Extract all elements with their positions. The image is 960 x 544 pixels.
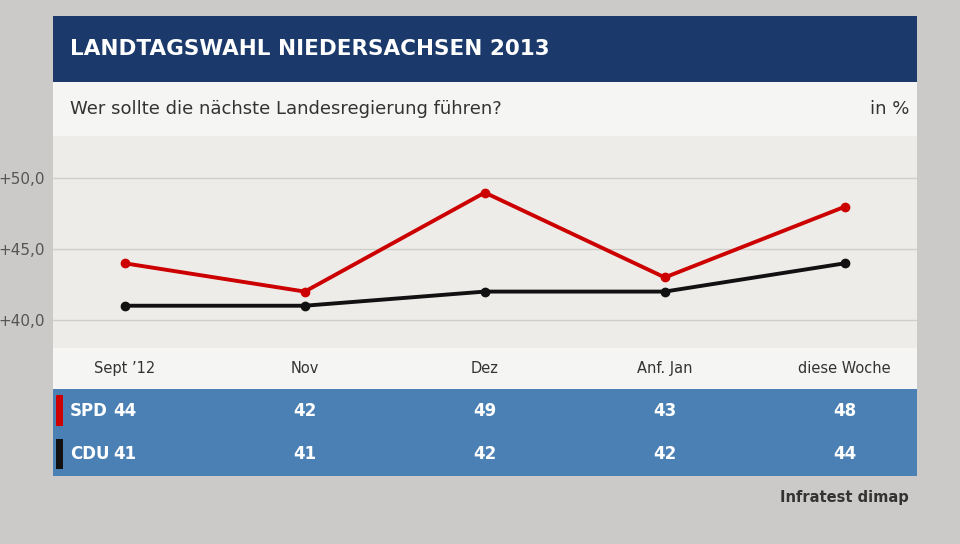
FancyBboxPatch shape	[53, 82, 917, 136]
Text: Nov: Nov	[291, 361, 319, 376]
Text: Dez: Dez	[470, 361, 499, 376]
Text: Infratest dimap: Infratest dimap	[780, 490, 909, 505]
FancyBboxPatch shape	[56, 439, 63, 469]
Text: Anf. Jan: Anf. Jan	[637, 361, 692, 376]
Text: LANDTAGSWAHL NIEDERSACHSEN 2013: LANDTAGSWAHL NIEDERSACHSEN 2013	[70, 39, 550, 59]
Text: Sept ’12: Sept ’12	[94, 361, 156, 376]
FancyBboxPatch shape	[53, 348, 917, 389]
Text: CDU: CDU	[70, 445, 109, 463]
Text: 44: 44	[113, 401, 136, 420]
Text: SPD: SPD	[70, 401, 108, 420]
Text: Wer sollte die nächste Landesregierung führen?: Wer sollte die nächste Landesregierung f…	[70, 100, 502, 118]
Text: 42: 42	[653, 445, 677, 463]
Text: 49: 49	[473, 401, 496, 420]
Text: 44: 44	[833, 445, 856, 463]
FancyBboxPatch shape	[53, 389, 917, 432]
Text: 43: 43	[653, 401, 677, 420]
Text: 41: 41	[293, 445, 317, 463]
Text: 41: 41	[113, 445, 136, 463]
FancyBboxPatch shape	[53, 16, 917, 82]
Text: 42: 42	[473, 445, 496, 463]
Text: in %: in %	[870, 100, 909, 118]
Text: diese Woche: diese Woche	[799, 361, 891, 376]
Text: 48: 48	[833, 401, 856, 420]
FancyBboxPatch shape	[56, 395, 63, 426]
Text: 42: 42	[293, 401, 317, 420]
FancyBboxPatch shape	[53, 432, 917, 476]
